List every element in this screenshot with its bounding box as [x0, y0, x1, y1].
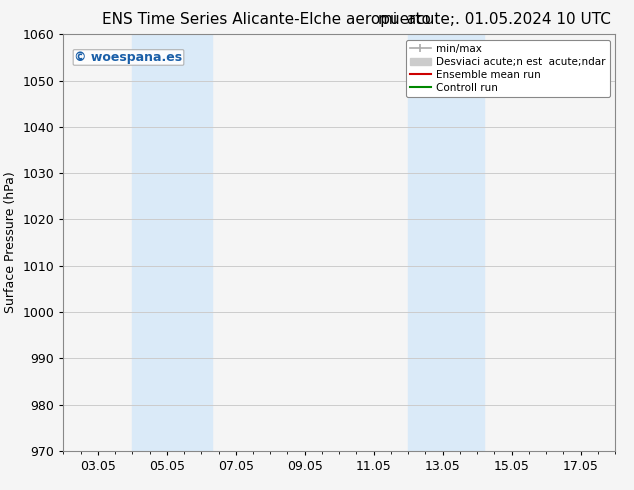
Legend: min/max, Desviaci acute;n est  acute;ndar, Ensemble mean run, Controll run: min/max, Desviaci acute;n est acute;ndar…: [406, 40, 610, 97]
Bar: [133, 34, 212, 451]
Text: © woespana.es: © woespana.es: [74, 51, 183, 64]
Text: mi  acute;. 01.05.2024 10 UTC: mi acute;. 01.05.2024 10 UTC: [378, 12, 611, 27]
Text: ENS Time Series Alicante-Elche aeropuerto: ENS Time Series Alicante-Elche aeropuert…: [102, 12, 430, 27]
Y-axis label: Surface Pressure (hPa): Surface Pressure (hPa): [4, 172, 17, 314]
Bar: [408, 34, 484, 451]
